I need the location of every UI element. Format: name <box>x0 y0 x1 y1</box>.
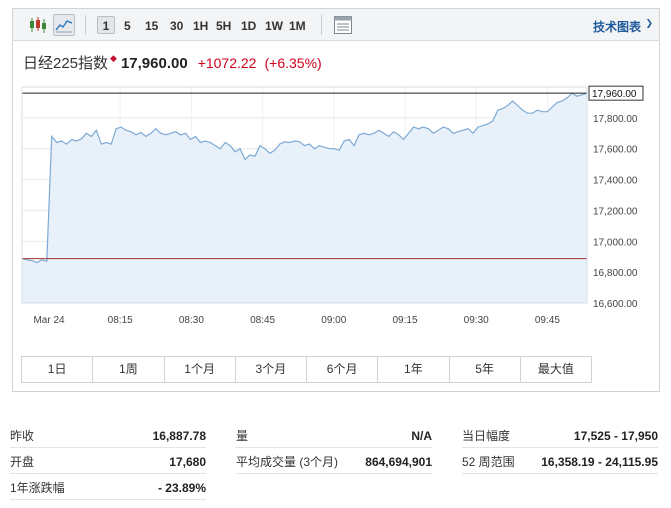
quote-header: 日经225指数 ◆ 17,960.00 +1072.22 (+6.35%) <box>23 52 322 76</box>
table-view-icon[interactable] <box>332 14 354 36</box>
timeframe-1d[interactable]: 1D <box>241 19 257 33</box>
stat-value: 16,358.19 - 24,115.95 <box>541 455 658 469</box>
price-change-percent: (+6.35%) <box>264 55 322 71</box>
stat-label: 昨收 <box>10 429 35 443</box>
stat-value: 864,694,901 <box>365 455 432 469</box>
x-tick-label: Mar 24 <box>33 315 65 326</box>
stat-volume: 量 N/A <box>236 426 432 448</box>
range-3m[interactable]: 3个月 <box>236 357 307 382</box>
series-area <box>22 93 587 303</box>
toolbar-divider <box>321 15 322 35</box>
stat-value: 17,525 - 17,950 <box>573 429 658 443</box>
last-price: 17,960.00 <box>120 55 188 72</box>
timeframe-1[interactable]: 1 <box>97 16 115 34</box>
alert-flag-icon[interactable]: ◆ <box>110 53 117 63</box>
stat-value: 17,680 <box>169 455 206 469</box>
x-tick-label: 09:15 <box>392 315 417 326</box>
stat-label: 1年涨跌幅 <box>10 481 65 495</box>
chevron-right-icon[interactable]: ❯ <box>645 18 653 28</box>
line-chart-icon[interactable] <box>53 14 75 36</box>
chart-toolbar: 1 5 15 30 1H 5H 1D 1W 1M 技术图表 ❯ <box>13 9 659 41</box>
series-line <box>21 92 588 264</box>
range-6m[interactable]: 6个月 <box>307 357 379 382</box>
range-1d[interactable]: 1日 <box>22 357 94 382</box>
stat-open: 开盘 17,680 <box>10 452 206 474</box>
stat-day-range: 当日幅度 17,525 - 17,950 <box>462 426 658 448</box>
toolbar-divider <box>85 15 86 35</box>
range-selector: 1日 1周 1个月 3个月 6个月 1年 5年 最大值 <box>21 356 592 383</box>
range-1w[interactable]: 1周 <box>93 357 165 382</box>
y-tick-label: 17,000.00 <box>593 237 638 248</box>
stat-avg-volume: 平均成交量 (3个月) 864,694,901 <box>236 452 432 474</box>
x-tick-label: 08:30 <box>179 315 204 326</box>
last-price-marker <box>588 85 644 101</box>
last-price-label: 17,960.00 <box>592 89 637 100</box>
stat-1y-change: 1年涨跌幅 - 23.89% <box>10 478 206 500</box>
timeframe-5[interactable]: 5 <box>124 19 131 33</box>
stat-value: N/A <box>411 429 432 443</box>
x-tick-label: 08:15 <box>108 315 133 326</box>
y-tick-label: 17,400.00 <box>593 176 638 187</box>
x-tick-label: 09:30 <box>464 315 489 326</box>
stat-value: 16,887.78 <box>152 429 206 443</box>
timeframe-30[interactable]: 30 <box>170 19 184 33</box>
stat-52-week-range: 52 周范围 16,358.19 - 24,115.95 <box>462 452 658 474</box>
range-1m[interactable]: 1个月 <box>165 357 236 382</box>
y-tick-label: 17,600.00 <box>593 145 638 156</box>
stat-label: 量 <box>236 429 249 443</box>
stat-label: 当日幅度 <box>462 429 511 443</box>
y-tick-label: 17,800.00 <box>593 114 638 125</box>
timeframe-1w[interactable]: 1W <box>265 19 283 33</box>
index-name: 日经225指数 <box>23 55 109 72</box>
y-tick-label: 16,600.00 <box>593 299 638 310</box>
technical-chart-link[interactable]: 技术图表 <box>592 20 641 34</box>
x-tick-label: 09:00 <box>321 315 346 326</box>
stat-value: - 23.89% <box>157 481 206 495</box>
chart-widget: 1 5 15 30 1H 5H 1D 1W 1M 技术图表 ❯ 日经225指数 … <box>12 8 660 392</box>
stat-prev-close: 昨收 16,887.78 <box>10 426 206 448</box>
x-tick-label: 08:45 <box>250 315 275 326</box>
range-1y[interactable]: 1年 <box>378 357 450 382</box>
x-tick-label: 09:45 <box>535 315 560 326</box>
stat-label: 开盘 <box>10 455 35 469</box>
stat-label: 平均成交量 (3个月) <box>236 455 339 469</box>
range-max[interactable]: 最大值 <box>537 362 574 376</box>
y-tick-label: 17,200.00 <box>593 206 638 217</box>
timeframe-5h[interactable]: 5H <box>216 19 232 33</box>
y-tick-label: 16,800.00 <box>593 268 638 279</box>
stat-label: 52 周范围 <box>462 455 515 469</box>
plot-border <box>21 86 588 304</box>
timeframe-1m[interactable]: 1M <box>289 19 306 33</box>
price-change: +1072.22 <box>197 55 257 71</box>
range-5y[interactable]: 5年 <box>450 357 521 382</box>
timeframe-15[interactable]: 15 <box>145 19 159 33</box>
timeframe-1h[interactable]: 1H <box>193 19 209 33</box>
candlestick-icon[interactable] <box>27 14 49 36</box>
price-chart[interactable]: 16,600.00 16,800.00 17,000.00 17,200.00 17,4… <box>13 79 659 349</box>
